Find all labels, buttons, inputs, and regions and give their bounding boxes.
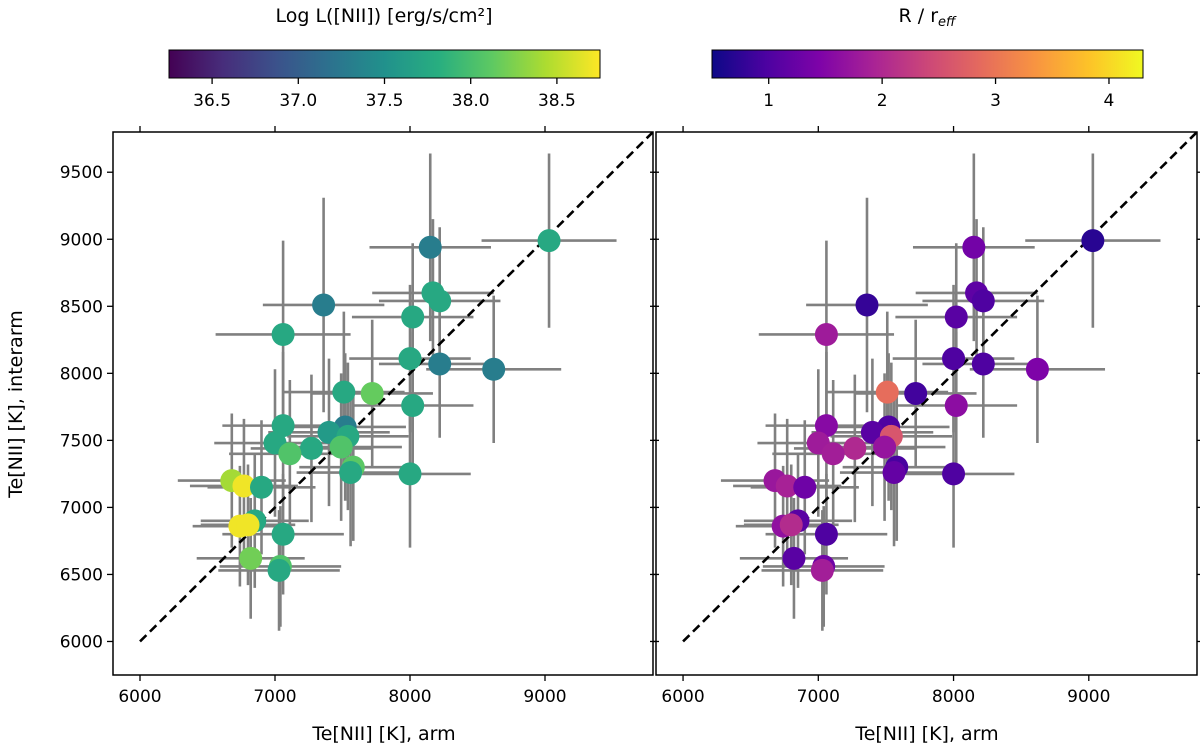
right-data-point — [1081, 229, 1105, 253]
right-data-point — [904, 381, 928, 405]
right-points — [763, 229, 1105, 582]
left-colorbar-tick-label: 38.0 — [452, 91, 490, 111]
left-y-tick-label: 7500 — [60, 431, 103, 451]
right-colorbar-tick-label: 3 — [990, 91, 1001, 111]
left-data-point — [428, 289, 452, 313]
left-data-point — [339, 461, 363, 485]
left-data-point — [299, 436, 323, 460]
left-y-tick-label: 9000 — [60, 230, 103, 250]
right-panel-frame — [655, 131, 1198, 676]
right-colorbar-tick-label: 2 — [877, 91, 888, 111]
left-colorbar-tick-label: 37.0 — [279, 91, 317, 111]
right-data-point — [875, 380, 899, 404]
left-colorbar-tick-label: 38.5 — [538, 91, 576, 111]
left-colorbar-tick-label: 37.5 — [366, 91, 404, 111]
right-x-tick-label: 6000 — [661, 687, 704, 707]
left-data-point — [398, 462, 422, 486]
right-data-point — [971, 352, 995, 376]
left-panel: 6000 7000 8000 9000 6000 6500 7000 7500 8000 8500… — [60, 126, 659, 707]
left-y-tick-label: 6500 — [60, 565, 103, 585]
left-one-to-one-line — [139, 132, 653, 643]
right-data-point — [821, 442, 845, 466]
left-data-point — [239, 546, 263, 570]
left-data-point — [278, 442, 302, 466]
right-data-point — [971, 289, 995, 313]
left-data-point — [329, 435, 353, 459]
right-colorbar-tick-label: 4 — [1104, 91, 1115, 111]
right-colorbar-label-main: R / r — [899, 5, 939, 27]
left-data-point — [332, 380, 356, 404]
right-colorbar-ticks: 1 2 3 4 — [763, 78, 1114, 111]
left-colorbar-tick-label: 36.5 — [193, 91, 231, 111]
right-x-axis-label: Te[NII] [K], arm — [854, 723, 998, 745]
right-data-point — [882, 461, 906, 485]
left-x-tick-label: 8000 — [388, 687, 431, 707]
left-data-point — [482, 357, 506, 381]
right-data-point — [962, 235, 986, 259]
left-data-point — [401, 305, 425, 329]
left-data-point — [428, 352, 452, 376]
right-data-point — [810, 558, 834, 582]
left-data-point — [250, 475, 273, 499]
left-data-point — [401, 394, 425, 418]
right-data-point — [775, 474, 799, 498]
left-data-point — [312, 293, 336, 317]
right-data-point — [944, 305, 968, 329]
left-colorbar-label: Log L([NII]) [erg/s/cm²] — [276, 5, 493, 27]
left-colorbar-ticks: 36.5 37.0 37.5 38.0 38.5 — [193, 78, 576, 111]
left-data-point — [398, 347, 422, 371]
right-data-point — [793, 475, 817, 499]
left-y-tick-label: 6000 — [60, 632, 103, 652]
left-data-point — [271, 414, 295, 438]
right-data-point — [782, 546, 806, 570]
right-colorbar-label-sub: eff — [938, 15, 957, 30]
right-data-point — [942, 347, 966, 371]
left-colorbar — [168, 49, 601, 79]
left-x-axis-label: Te[NII] [K], arm — [311, 723, 455, 745]
left-data-point — [537, 229, 561, 253]
left-data-point — [418, 235, 442, 259]
left-data-point — [267, 558, 291, 582]
left-y-tick-label: 8500 — [60, 297, 103, 317]
right-x-tick-label: 8000 — [932, 687, 975, 707]
left-data-point — [271, 522, 295, 546]
left-y-tick-label: 9500 — [60, 163, 103, 183]
left-x-tick-label: 7000 — [253, 687, 296, 707]
y-axis-label: Te[NII] [K], interarm — [5, 310, 27, 499]
left-x-tick-label: 6000 — [118, 687, 161, 707]
right-data-point — [1025, 357, 1049, 381]
right-x-tick-label: 7000 — [797, 687, 840, 707]
right-colorbar-tick-label: 1 — [763, 91, 774, 111]
left-y-tick-label: 7000 — [60, 498, 103, 518]
left-data-point — [232, 474, 256, 498]
right-x-tick-label: 9000 — [1067, 687, 1110, 707]
left-points — [220, 229, 561, 582]
right-panel: 6000 7000 8000 9000 — [650, 126, 1200, 707]
right-data-point — [944, 394, 968, 418]
right-data-point — [843, 436, 867, 460]
right-data-point — [855, 293, 879, 317]
right-colorbar — [711, 49, 1144, 79]
left-data-point — [360, 381, 384, 405]
right-data-point — [814, 522, 838, 546]
right-data-point — [873, 435, 897, 459]
left-data-point — [271, 322, 295, 346]
left-panel-frame — [112, 131, 654, 676]
right-data-point — [814, 414, 838, 438]
right-data-point — [779, 513, 803, 537]
right-data-point — [942, 462, 966, 486]
right-colorbar-label: R / reff — [899, 5, 957, 30]
right-data-point — [814, 322, 838, 346]
right-one-to-one-line — [682, 132, 1197, 643]
left-data-point — [236, 513, 260, 537]
left-x-tick-label: 9000 — [523, 687, 566, 707]
left-y-tick-label: 8000 — [60, 364, 103, 384]
